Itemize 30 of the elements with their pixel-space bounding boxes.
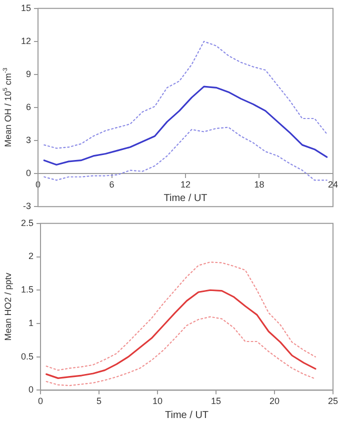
x-axis-title: Time / UT xyxy=(164,193,208,204)
y-tick-label: 12 xyxy=(20,36,32,46)
y-tick-label: 9 xyxy=(26,68,32,79)
x-tick-label: 10 xyxy=(152,396,163,406)
y-tick-label: 3 xyxy=(26,135,32,146)
y-tick-label: 1 xyxy=(28,318,34,328)
y-axis-title: Mean HO2 / pptv xyxy=(3,272,13,341)
x-tick-label: 12 xyxy=(180,179,191,190)
line-series xyxy=(44,40,328,149)
x-tick-label: 20 xyxy=(269,396,280,406)
line-series xyxy=(46,316,316,386)
y-tick-label: -3 xyxy=(22,201,32,212)
x-axis-title: Time / UT xyxy=(164,410,209,421)
y-tick-label: 6 xyxy=(26,102,32,112)
x-tick-label: 15 xyxy=(210,396,222,406)
y-tick-label: 0 xyxy=(26,168,32,178)
x-tick-label: 24 xyxy=(328,179,338,190)
x-tick-label: 5 xyxy=(96,396,102,406)
y-tick-label: 1.5 xyxy=(20,284,34,295)
y-tick-label: 2 xyxy=(28,251,34,262)
y-tick-label: 0.5 xyxy=(20,351,34,362)
y-tick-label: 15 xyxy=(20,2,32,13)
y-tick-label: 0 xyxy=(28,384,34,395)
line-series xyxy=(46,262,316,371)
line-series xyxy=(44,126,328,181)
x-tick-label: 18 xyxy=(254,179,264,190)
x-tick-label: 6 xyxy=(109,179,114,190)
x-tick-label: 25 xyxy=(328,396,338,406)
x-tick-label: 0 xyxy=(38,396,44,406)
y-tick-label: 2.5 xyxy=(20,218,34,228)
